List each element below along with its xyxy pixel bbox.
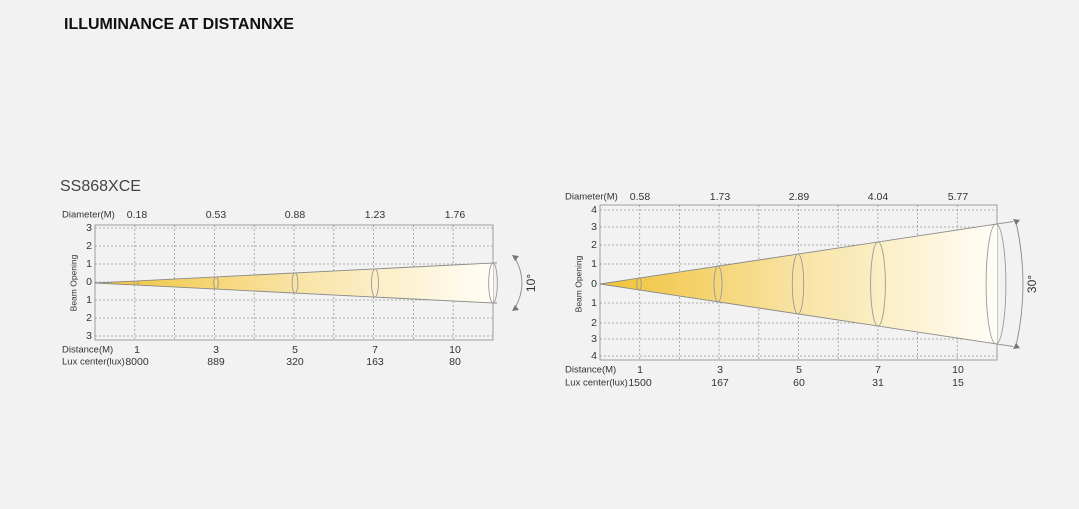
diameter-value: 4.04	[868, 191, 889, 203]
lux-value: 15	[952, 377, 964, 389]
diameter-value: 5.77	[948, 191, 969, 203]
lux-label: Lux center(lux)	[62, 357, 125, 368]
beam-section	[791, 253, 805, 315]
beam-section	[713, 265, 723, 303]
beam-section	[870, 241, 886, 327]
beam	[600, 224, 997, 344]
distance-value: 7	[372, 344, 378, 356]
angle-arc	[1015, 221, 1024, 347]
diameter-value: 1.73	[710, 191, 731, 203]
opening-tick: 0	[591, 278, 597, 290]
opening-tick: 3	[591, 333, 597, 345]
lux-value: 8000	[125, 356, 149, 368]
diameter-label: Diameter(M)	[62, 210, 115, 221]
beam-edge	[599, 221, 1014, 347]
lux-value: 31	[872, 377, 884, 389]
beam-angle: 30°	[1025, 275, 1039, 293]
beam-section	[488, 262, 498, 304]
opening-tick: 3	[86, 222, 92, 234]
opening-tick: 2	[86, 312, 92, 324]
opening-tick: 4	[591, 204, 597, 216]
angle-arc	[514, 257, 523, 309]
beam-opening-label: Beam Opening	[68, 254, 78, 311]
opening-tick: 2	[591, 317, 597, 329]
opening-tick: 3	[591, 221, 597, 233]
lux-value: 1500	[628, 377, 652, 389]
lux-value: 163	[366, 356, 384, 368]
diameter-label: Diameter(M)	[565, 192, 618, 203]
diameter-value: 0.88	[285, 209, 306, 221]
beam-section	[636, 277, 642, 291]
lux-label: Lux center(lux)	[565, 378, 628, 389]
distance-label: Distance(M)	[565, 365, 616, 376]
distance-value: 1	[134, 344, 140, 356]
beam-section	[213, 276, 219, 290]
beam	[95, 263, 493, 303]
beam-section	[133, 280, 139, 286]
lux-value: 60	[793, 377, 805, 389]
opening-tick: 1	[591, 297, 597, 309]
lux-value: 80	[449, 356, 461, 368]
page-title: ILLUMINANCE AT DISTANNXE	[64, 16, 294, 33]
opening-tick: 1	[591, 258, 597, 270]
opening-tick: 1	[86, 258, 92, 270]
lux-value: 320	[286, 356, 304, 368]
beam-section	[291, 272, 299, 294]
distance-value: 5	[292, 344, 298, 356]
diameter-value: 2.89	[789, 191, 810, 203]
diameter-value: 0.18	[127, 209, 148, 221]
beam-angle: 10°	[524, 274, 538, 292]
opening-tick: 2	[591, 239, 597, 251]
opening-tick: 3	[86, 330, 92, 342]
opening-tick: 4	[591, 350, 597, 362]
distance-label: Distance(M)	[62, 345, 113, 356]
opening-tick: 2	[86, 240, 92, 252]
distance-value: 5	[796, 364, 802, 376]
diameter-value: 0.53	[206, 209, 227, 221]
lux-value: 889	[207, 356, 225, 368]
model-name: SS868XCE	[60, 178, 141, 195]
distance-value: 10	[449, 344, 461, 356]
distance-value: 7	[875, 364, 881, 376]
distance-value: 1	[637, 364, 643, 376]
distance-value: 10	[952, 364, 964, 376]
distance-value: 3	[213, 344, 219, 356]
beam-section	[985, 223, 1007, 345]
beam-opening-label: Beam Opening	[573, 255, 583, 312]
opening-tick: 0	[86, 276, 92, 288]
diameter-value: 0.58	[630, 191, 651, 203]
opening-tick: 1	[86, 294, 92, 306]
lux-value: 167	[711, 377, 729, 389]
beam-section	[371, 268, 379, 298]
diameter-value: 1.23	[365, 209, 386, 221]
diameter-value: 1.76	[445, 209, 466, 221]
distance-value: 3	[717, 364, 723, 376]
